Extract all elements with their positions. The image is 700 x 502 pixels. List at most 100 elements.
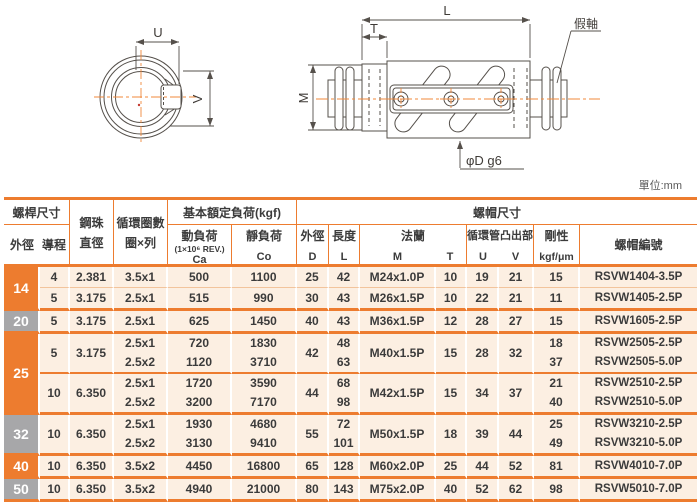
table-row: 14 4 2.381 3.5x1 500 1100 25 42 M24x1.0P… xyxy=(4,267,698,311)
cell-v: 52 xyxy=(499,456,535,479)
table-row: 20 5 3.175 2.5x1 625 1450 40 43 M36x1.5P… xyxy=(4,311,698,334)
cell-v: 27 xyxy=(499,311,535,334)
cell-m: M60x2.0P xyxy=(360,456,437,479)
header-od-lead: 外徑 導程 xyxy=(4,225,71,267)
table-row: 32 10 6.350 2.5x1 2.5x2 1930 3130 4680 9410… xyxy=(4,415,698,456)
cell-lead: 10 xyxy=(40,479,71,502)
shaft-diameter-label: φD g6 xyxy=(466,153,502,168)
cell-u: 39 xyxy=(467,415,500,456)
dim-label-t: T xyxy=(370,21,378,36)
cell-ca: 500 xyxy=(168,267,233,288)
cell-co: 16800 xyxy=(232,456,298,479)
cell-lead: 5 xyxy=(40,334,71,374)
cell-circuits: 2.5x1 2.5x2 xyxy=(114,415,169,456)
group-size-cell: 14 xyxy=(4,267,40,311)
cell-u: 22 xyxy=(467,288,500,311)
cell-part-no: RSVW3210-2.5P RSVW3210-5.0P xyxy=(580,415,698,456)
cell-l: 48 63 xyxy=(329,334,361,374)
cell-l: 143 xyxy=(329,479,361,502)
header-tube-v: V xyxy=(511,250,520,263)
cell-ball-dia: 6.350 xyxy=(70,479,115,502)
cell-m: M50x1.5P xyxy=(360,415,437,456)
cell-d: 25 xyxy=(297,267,330,288)
header-rigidity-label: 剛性 xyxy=(544,228,569,243)
cell-part-no: RSVW1404-3.5P xyxy=(580,267,698,288)
cell-u: 28 xyxy=(467,334,500,374)
cell-ball-dia: 6.350 xyxy=(70,415,115,456)
cell-ca: 625 xyxy=(168,311,233,334)
header-tube-projection: 循環管凸出部 U V xyxy=(467,225,535,267)
group-size-cell: 25 xyxy=(4,334,40,415)
group-size-cell: 40 xyxy=(4,456,40,479)
header-nut-od-symbol: D xyxy=(308,250,317,263)
header-rigidity: 剛性 kgf/μm xyxy=(534,225,581,267)
header-length-symbol: L xyxy=(340,250,348,263)
header-ball-line2: 直徑 xyxy=(79,235,104,250)
cell-u: 34 xyxy=(467,374,500,415)
cell-part-no: RSVW2510-2.5P RSVW2510-5.0P xyxy=(580,374,698,415)
header-basic-load: 基本額定負荷(kgf) xyxy=(168,200,298,225)
cell-rigidity: 25 49 xyxy=(534,415,581,456)
dim-label-m: M xyxy=(296,93,311,104)
table-row: 5 3.175 2.5x1 515 990 30 43 M26x1.5P 10 … xyxy=(4,288,698,311)
cell-rigidity: 11 xyxy=(534,288,581,311)
cell-co: 1450 xyxy=(232,311,298,334)
header-dynamic-symbol: Ca xyxy=(192,253,207,266)
side-view-centerlines xyxy=(316,88,600,110)
cell-l: 128 xyxy=(329,456,361,479)
cell-part-no: RSVW4010-7.0P xyxy=(580,456,698,479)
cell-m: M26x1.5P xyxy=(360,288,437,311)
cell-l: 43 xyxy=(329,311,361,334)
dim-label-u: U xyxy=(153,25,162,40)
dim-label-v: V xyxy=(190,94,205,103)
header-flange-label: 法蘭 xyxy=(401,228,426,243)
cell-lead: 5 xyxy=(40,311,71,334)
cell-rigidity: 98 xyxy=(534,479,581,502)
cell-t: 40 xyxy=(436,479,468,502)
header-ball-line1: 鋼珠 xyxy=(79,215,104,230)
nut-side-view xyxy=(327,60,568,139)
cell-rigidity: 81 xyxy=(534,456,581,479)
header-dynamic-load: 動負荷 (1×10⁶ REV.) Ca xyxy=(168,225,233,267)
header-static-symbol: Co xyxy=(256,250,272,263)
header-flange-t: T xyxy=(446,250,454,263)
cell-ca: 720 1120 xyxy=(168,334,233,374)
cell-m: M40x1.5P xyxy=(360,334,437,374)
cell-circuits: 2.5x1 2.5x2 xyxy=(114,334,169,374)
cell-u: 28 xyxy=(467,311,500,334)
cell-v: 32 xyxy=(499,334,535,374)
header-nut-size: 螺帽尺寸 xyxy=(297,200,698,225)
unit-note: 單位:mm xyxy=(638,180,682,192)
cell-m: M75x2.0P xyxy=(360,479,437,502)
group-size-cell: 50 xyxy=(4,479,40,502)
cell-v: 62 xyxy=(499,479,535,502)
spec-table: 螺桿尺寸 鋼珠 直徑 循環圈數 圈×列 基本額定負荷(kgf) 螺帽尺寸 外徑 xyxy=(4,197,698,502)
header-screw-size: 螺桿尺寸 xyxy=(4,200,71,225)
header-circuits-line1: 循環圈數 xyxy=(116,215,165,230)
cell-part-no: RSVW1405-2.5P xyxy=(580,288,698,311)
header-lead: 導程 xyxy=(41,238,66,252)
header-nut-od-label: 外徑 xyxy=(300,228,325,243)
group-size-cell: 32 xyxy=(4,415,40,456)
cell-co: 21000 xyxy=(232,479,298,502)
cell-circuits: 3.5x2 xyxy=(114,456,169,479)
cell-ball-dia: 6.350 xyxy=(70,456,115,479)
cell-ball-dia: 6.350 xyxy=(70,374,115,415)
header-static-load: 靜負荷 Co xyxy=(232,225,298,267)
cell-rigidity: 15 xyxy=(534,311,581,334)
cell-lead: 10 xyxy=(40,374,71,415)
end-view-dimensions xyxy=(135,39,214,127)
cell-co: 4680 9410 xyxy=(232,415,298,456)
group-size-cell: 20 xyxy=(4,311,40,334)
cell-t: 12 xyxy=(436,311,468,334)
header-dynamic-label: 動負荷 xyxy=(181,228,218,243)
cell-t: 10 xyxy=(436,267,468,288)
cell-t: 15 xyxy=(436,334,468,374)
cell-l: 68 98 xyxy=(329,374,361,415)
header-tube-label: 循環管凸出部 xyxy=(467,229,534,242)
cell-co: 990 xyxy=(232,288,298,311)
cell-ball-dia: 3.175 xyxy=(70,311,115,334)
header-tube-u: U xyxy=(479,250,487,263)
cell-circuits: 3.5x2 xyxy=(114,479,169,502)
side-view-dimensions xyxy=(308,17,601,170)
